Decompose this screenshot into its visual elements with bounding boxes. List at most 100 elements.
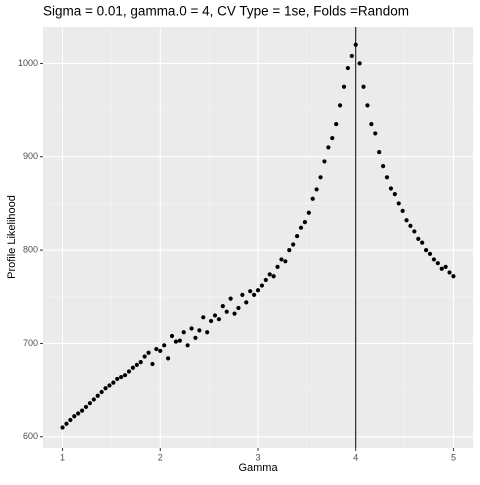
point — [420, 240, 425, 245]
y-tick-label: 700 — [23, 338, 38, 348]
point — [99, 389, 104, 395]
point — [181, 330, 186, 335]
point — [107, 383, 112, 388]
point — [330, 135, 335, 141]
point — [291, 242, 296, 247]
point — [201, 315, 206, 320]
point — [220, 304, 225, 309]
point — [169, 333, 175, 339]
y-tick-label: 1000 — [18, 58, 38, 68]
x-tick-label: 5 — [451, 452, 456, 462]
y-axis-label: Profile Likelihood — [6, 195, 18, 279]
point — [68, 417, 73, 423]
point — [380, 163, 386, 169]
point — [79, 408, 85, 413]
point — [334, 121, 339, 127]
point — [95, 393, 100, 398]
point — [216, 317, 222, 322]
point — [165, 356, 171, 361]
point — [142, 354, 147, 359]
point — [400, 208, 405, 213]
point — [326, 145, 331, 150]
x-tick-label: 2 — [158, 452, 163, 462]
point — [263, 277, 268, 283]
point — [119, 374, 124, 380]
point — [248, 289, 253, 294]
point — [87, 401, 93, 406]
point — [310, 196, 315, 201]
point — [439, 266, 444, 271]
point — [416, 236, 421, 242]
point — [150, 361, 155, 367]
point — [255, 288, 261, 293]
point — [251, 292, 257, 298]
point — [384, 175, 390, 180]
point — [431, 257, 437, 262]
x-axis-label: Gamma — [238, 462, 278, 474]
point — [91, 397, 96, 402]
point — [130, 365, 136, 370]
point — [423, 248, 429, 253]
point — [341, 84, 347, 89]
point — [103, 386, 108, 391]
point — [435, 261, 440, 266]
point — [373, 131, 378, 136]
point — [357, 61, 362, 66]
point — [208, 318, 214, 324]
point — [451, 274, 456, 279]
point — [404, 218, 409, 223]
point — [212, 313, 218, 318]
point — [111, 380, 116, 385]
point — [361, 84, 366, 89]
point — [427, 251, 433, 256]
point — [275, 264, 280, 270]
point — [412, 229, 417, 234]
point — [197, 328, 202, 333]
point — [240, 292, 245, 298]
y-tick-label: 900 — [23, 151, 38, 161]
point — [138, 360, 143, 365]
point — [392, 191, 397, 197]
point — [115, 376, 120, 382]
point — [185, 343, 190, 348]
point — [447, 270, 452, 275]
point — [337, 103, 343, 108]
point — [232, 311, 237, 316]
point — [408, 223, 413, 228]
point — [189, 326, 194, 331]
point — [177, 338, 182, 343]
x-tick-label: 3 — [255, 452, 260, 462]
point — [193, 335, 198, 340]
point — [353, 42, 358, 47]
point — [224, 309, 229, 314]
point — [205, 330, 210, 335]
point — [349, 53, 354, 59]
point — [83, 404, 89, 410]
point — [244, 300, 249, 305]
point — [314, 187, 319, 192]
point — [236, 305, 241, 311]
point — [134, 362, 139, 368]
point — [126, 369, 132, 374]
point — [365, 103, 370, 108]
point — [279, 257, 284, 262]
y-tick-label: 800 — [23, 244, 38, 254]
point — [146, 350, 151, 355]
point — [173, 339, 179, 344]
chart-title: Sigma = 0.01, gamma.0 = 4, CV Type = 1se… — [43, 4, 409, 19]
point — [306, 210, 311, 215]
x-tick-label: 1 — [60, 452, 65, 462]
point — [283, 259, 288, 264]
point — [377, 149, 382, 155]
point — [154, 346, 159, 352]
point — [396, 201, 401, 206]
point — [162, 343, 167, 348]
point — [158, 348, 163, 354]
point — [322, 159, 327, 164]
point — [267, 272, 272, 277]
point — [388, 186, 394, 191]
point — [298, 225, 304, 230]
y-tick-label: 600 — [23, 431, 38, 441]
x-tick-label: 4 — [353, 452, 358, 462]
